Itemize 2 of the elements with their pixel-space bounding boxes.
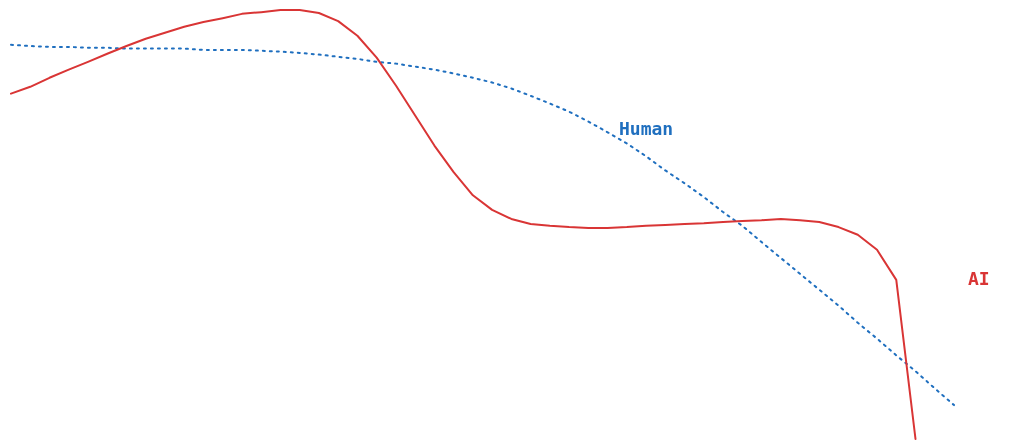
series-label: Human	[618, 118, 674, 140]
text: AI	[968, 267, 990, 289]
